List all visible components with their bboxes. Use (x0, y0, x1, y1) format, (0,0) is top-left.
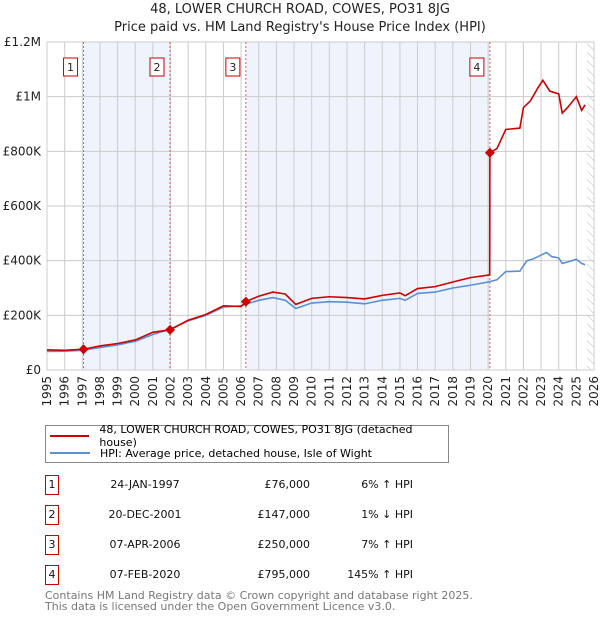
x-tick-label: 2021 (499, 376, 513, 407)
x-tick-label: 2008 (269, 376, 283, 407)
x-tick-label: 2020 (481, 376, 495, 407)
x-tick-label: 2005 (216, 376, 230, 407)
x-tick-label: 2012 (340, 376, 354, 407)
sale-date: 07-APR-2006 (109, 538, 181, 551)
sale-marker-box (469, 57, 485, 77)
sale-marker-label: 1 (67, 61, 74, 74)
legend-label: HPI: Average price, detached house, Isle… (100, 446, 372, 460)
sale-row: 3 07-APR-2006 £250,000 7% ↑ HPI (45, 535, 413, 555)
legend-swatch (50, 452, 90, 454)
sale-marker-label: 3 (229, 61, 236, 74)
sale-price: £250,000 (257, 538, 311, 551)
y-tick-label: £200K (3, 308, 43, 322)
sale-number-badge: 4 (45, 565, 59, 585)
x-tick-label: 2002 (164, 376, 178, 407)
sale-number-badge: 2 (45, 505, 59, 525)
x-tick-label: 2006 (234, 376, 248, 407)
x-tick-label: 1996 (58, 376, 72, 407)
x-tick-label: 2026 (587, 376, 600, 407)
x-tick-label: 2010 (305, 376, 319, 407)
x-tick-label: 2017 (428, 376, 442, 407)
x-tick-label: 2000 (128, 376, 142, 407)
x-tick-label: 2003 (181, 376, 195, 407)
sale-price: £147,000 (257, 508, 311, 521)
sale-hpi-diff: 6% ↑ HPI (361, 478, 413, 491)
x-tick-label: 2007 (252, 376, 266, 407)
x-tick-label: 2023 (534, 376, 548, 407)
sale-date: 07-FEB-2020 (109, 568, 181, 581)
x-tick-label: 2018 (446, 376, 460, 407)
sale-marker-box (225, 57, 241, 77)
sale-marker-box (63, 57, 79, 77)
sale-hpi-diff: 7% ↑ HPI (361, 538, 413, 551)
footer-licence: This data is licensed under the Open Gov… (45, 600, 396, 613)
y-tick-label: £400K (3, 254, 43, 268)
footer-copyright: Contains HM Land Registry data © Crown c… (45, 589, 473, 602)
x-tick-label: 2024 (552, 376, 566, 407)
sale-row: 4 07-FEB-2020 £795,000 145% ↑ HPI (45, 565, 413, 585)
x-tick-label: 2025 (569, 376, 583, 407)
legend-item-property: 48, LOWER CHURCH ROAD, COWES, PO31 8JG (… (50, 423, 448, 449)
x-tick-label: 2019 (463, 376, 477, 407)
plot-frame (46, 41, 595, 371)
y-tick-label: £800K (3, 144, 43, 158)
x-tick-label: 1995 (40, 376, 54, 407)
sale-date: 20-DEC-2001 (108, 508, 182, 521)
sale-hpi-diff: 1% ↓ HPI (361, 508, 413, 521)
sale-price: £795,000 (257, 568, 311, 581)
x-tick-label: 2014 (375, 376, 389, 407)
sale-marker-label: 4 (473, 61, 480, 74)
x-tick-label: 2022 (516, 376, 530, 407)
sale-hpi-diff: 145% ↑ HPI (347, 568, 413, 581)
sale-point (78, 344, 89, 355)
chart-subtitle: Price paid vs. HM Land Registry's House … (114, 20, 486, 35)
sale-point (484, 147, 495, 158)
x-tick-label: 2016 (411, 376, 425, 407)
sale-point (240, 296, 251, 307)
sale-number-badge: 1 (45, 475, 59, 495)
sale-number-badge: 3 (45, 535, 59, 555)
y-tick-label: £1.2M (4, 35, 41, 49)
legend-swatch (50, 435, 90, 437)
sale-row: 2 20-DEC-2001 £147,000 1% ↓ HPI (45, 505, 413, 525)
x-tick-label: 1997 (75, 376, 89, 407)
x-tick-label: 2001 (146, 376, 160, 407)
x-tick-label: 2011 (322, 376, 336, 407)
legend: 48, LOWER CHURCH ROAD, COWES, PO31 8JG (… (45, 423, 449, 463)
sale-price: £76,000 (264, 478, 311, 491)
y-tick-label: £0 (26, 363, 41, 377)
sale-point (164, 324, 175, 335)
x-tick-label: 2015 (393, 376, 407, 407)
x-tick-label: 2004 (199, 376, 213, 407)
x-tick-label: 2013 (358, 376, 372, 407)
y-tick-label: £1M (15, 90, 41, 104)
footer: Contains HM Land Registry data © Crown c… (45, 590, 473, 612)
price-chart: 1995 1996 1997 1998 1999 2000 2001 2002 2003 2004… (3, 35, 600, 407)
sale-marker-box (149, 57, 165, 77)
sale-row: 1 24-JAN-1997 £76,000 6% ↑ HPI (45, 475, 413, 495)
y-tick-label: £600K (3, 199, 43, 213)
x-tick-label: 1998 (93, 376, 107, 407)
legend-item-hpi: HPI: Average price, detached house, Isle… (50, 445, 372, 461)
legend-label: 48, LOWER CHURCH ROAD, COWES, PO31 8JG (… (99, 423, 413, 449)
sale-marker-label: 2 (153, 61, 160, 74)
chart-title: 48, LOWER CHURCH ROAD, COWES, PO31 8JG (150, 2, 450, 17)
sale-date: 24-JAN-1997 (110, 478, 180, 491)
x-tick-label: 1999 (111, 376, 125, 407)
x-tick-label: 2009 (287, 376, 301, 407)
